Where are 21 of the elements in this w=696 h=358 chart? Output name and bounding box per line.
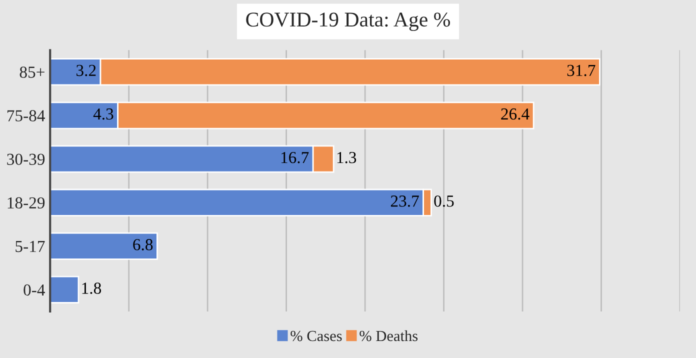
- y-tick-label: 5-17: [16, 240, 45, 252]
- data-label: 26.4: [501, 108, 530, 120]
- data-label: 1.8: [82, 282, 102, 294]
- data-label: 23.7: [390, 196, 419, 207]
- y-tick-label: 30-39: [7, 154, 45, 165]
- y-tick-label: 0-4: [24, 284, 45, 296]
- legend-label: % Cases: [290, 330, 342, 342]
- data-label: 4.3: [93, 108, 114, 120]
- data-label: 3.2: [76, 64, 96, 76]
- y-tick-label: 75-84: [7, 110, 45, 122]
- data-label: 0.5: [434, 195, 454, 207]
- bar: [50, 232, 158, 260]
- data-label: 6.8: [133, 239, 153, 250]
- bar: [50, 276, 80, 304]
- y-tick-label: 18-29: [8, 197, 45, 209]
- y-tick-label: 85+: [20, 66, 44, 78]
- data-label: 31.7: [567, 64, 596, 76]
- legend-label: % Deaths: [360, 330, 418, 342]
- chart-title: COVID-19 Data: Age %: [246, 12, 450, 31]
- data-label: 16.7: [281, 152, 309, 164]
- data-label: 1.3: [337, 152, 356, 164]
